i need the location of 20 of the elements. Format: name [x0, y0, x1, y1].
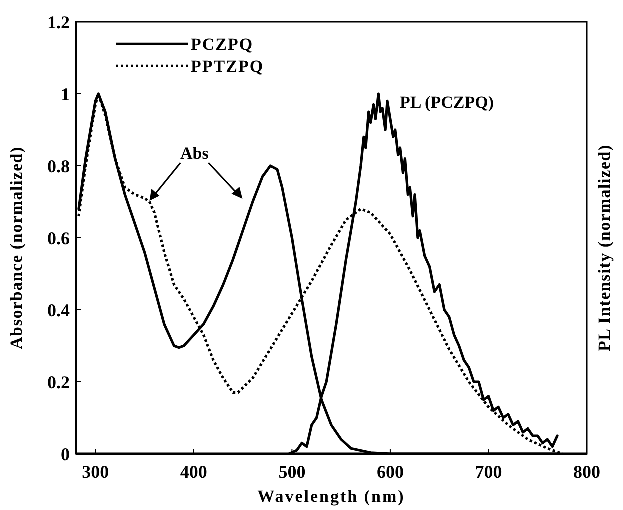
y-tick-label: 1.2 [48, 12, 70, 32]
y-tick-label: 0.2 [48, 372, 70, 392]
x-tick-label: 400 [180, 462, 208, 482]
y-axis-title: Absorbance (normalized) [7, 146, 26, 350]
x-axis-title: Wavelength (nm) [258, 487, 406, 506]
x-tick-label: 600 [376, 462, 404, 482]
legend-label: PPTZPQ [191, 56, 264, 76]
y-tick-label: 0.4 [48, 300, 70, 320]
x-tick-label: 700 [475, 462, 502, 482]
y-tick-label: 0.8 [48, 156, 70, 176]
x-tick-label: 300 [82, 462, 110, 482]
y-tick-label: 0 [61, 444, 70, 464]
y-tick-label: 0.6 [48, 228, 70, 248]
x-tick-label: 500 [278, 462, 306, 482]
y-tick-label: 1 [61, 84, 70, 104]
y2-axis-title: PL Intensity (normalized) [595, 144, 614, 352]
annotation: PL (PCZPQ) [400, 93, 494, 112]
annotation: Abs [180, 144, 210, 163]
legend-label: PCZPQ [191, 34, 254, 54]
x-tick-label: 800 [574, 462, 600, 482]
